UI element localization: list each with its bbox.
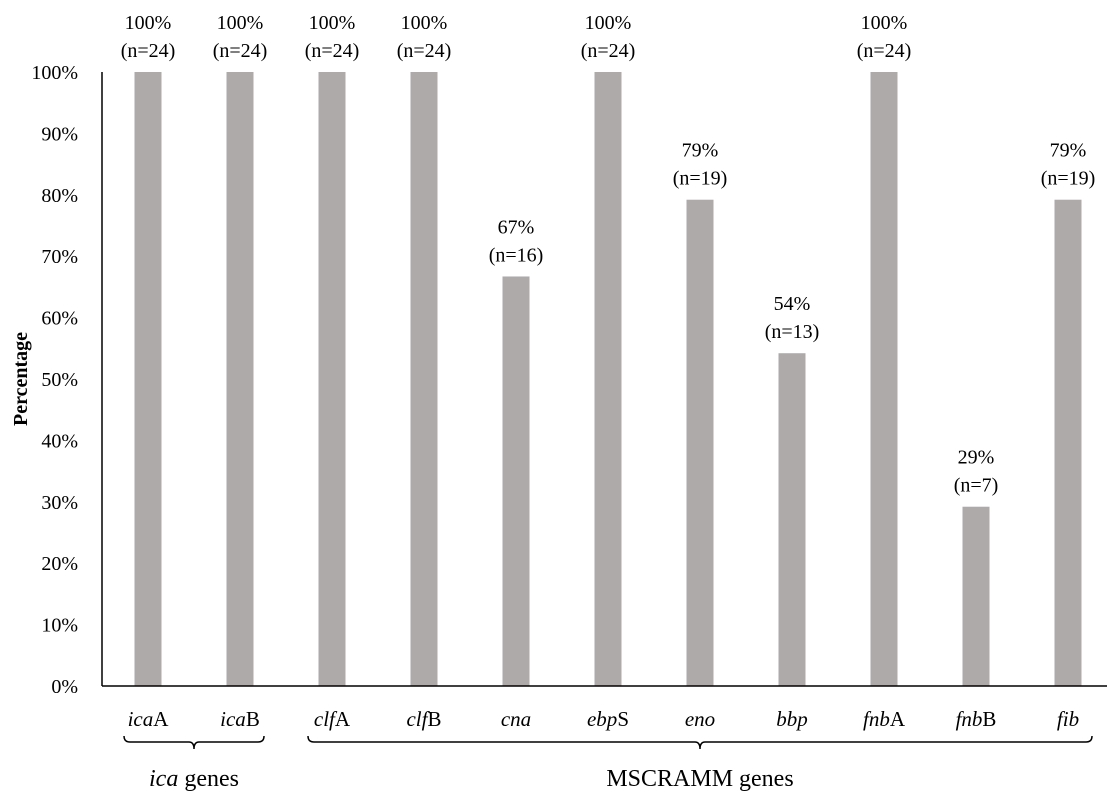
x-category-label: fnbB	[956, 707, 997, 731]
y-tick-label: 40%	[41, 430, 78, 452]
bar	[594, 72, 622, 686]
x-category-label: clfB	[406, 707, 441, 731]
bar	[962, 506, 990, 686]
data-label-count: (n=24)	[213, 40, 268, 62]
data-label-percent: 100%	[861, 12, 908, 34]
data-label-count: (n=24)	[857, 40, 912, 62]
y-tick-label: 30%	[41, 492, 78, 514]
y-axis-title: Percentage	[10, 332, 32, 426]
data-label-count: (n=7)	[954, 475, 999, 497]
data-label-percent: 29%	[958, 447, 995, 469]
data-label-percent: 100%	[401, 12, 448, 34]
data-label-count: (n=24)	[397, 40, 452, 62]
x-category-label: cna	[501, 707, 531, 731]
y-tick-label: 60%	[41, 308, 78, 330]
data-label-percent: 67%	[498, 216, 535, 238]
data-labels-layer: 100% (n=24) 100% (n=24) 100% (n=24) 100% (n=24)…	[121, 12, 1096, 497]
data-label-percent: 79%	[682, 140, 719, 162]
bar	[502, 276, 530, 686]
y-tick-label: 100%	[31, 62, 78, 84]
bar	[1054, 199, 1082, 686]
x-category-label: icaA	[128, 707, 170, 731]
data-label-count: (n=13)	[765, 321, 820, 343]
bar	[226, 72, 254, 686]
bar	[870, 72, 898, 686]
y-tick-label: 10%	[41, 615, 78, 637]
y-tick-label: 20%	[41, 553, 78, 575]
group-brace	[307, 735, 1093, 750]
group-label: ica genes	[149, 766, 239, 792]
group-brace	[123, 735, 265, 750]
y-ticks-layer: 0% 10% 20% 30% 40% 50% 60% 70% 80% 90% 100%	[31, 62, 78, 698]
data-label-count: (n=19)	[1041, 168, 1096, 190]
x-category-label: fib	[1057, 707, 1079, 731]
data-label-percent: 79%	[1050, 140, 1087, 162]
y-tick-label: 90%	[41, 123, 78, 145]
bar	[686, 199, 714, 686]
data-label-count: (n=16)	[489, 244, 544, 266]
x-category-label: fnbA	[863, 707, 906, 731]
bar	[778, 353, 806, 686]
bar	[410, 72, 438, 686]
x-category-label: clfA	[314, 707, 351, 731]
y-tick-label: 80%	[41, 185, 78, 207]
bars-layer	[134, 72, 1082, 686]
data-label-percent: 100%	[585, 12, 632, 34]
y-tick-label: 50%	[41, 369, 78, 391]
data-label-count: (n=24)	[121, 40, 176, 62]
bar	[318, 72, 346, 686]
y-tick-label: 70%	[41, 246, 78, 268]
x-category-label: eno	[685, 707, 715, 731]
data-label-count: (n=24)	[305, 40, 360, 62]
bar	[134, 72, 162, 686]
data-label-percent: 54%	[774, 293, 811, 315]
x-category-label: icaB	[220, 707, 260, 731]
group-braces-layer: ica genes MSCRAMM genes	[123, 735, 1093, 792]
data-label-percent: 100%	[217, 12, 264, 34]
group-label: MSCRAMM genes	[606, 766, 793, 792]
category-labels-layer: icaA icaB clfA clfB cna ebpS eno bbp fnbA fnbB fib	[128, 707, 1080, 731]
data-label-count: (n=24)	[581, 40, 636, 62]
data-label-percent: 100%	[309, 12, 356, 34]
y-tick-label: 0%	[51, 676, 78, 698]
data-label-percent: 100%	[125, 12, 172, 34]
data-label-count: (n=19)	[673, 168, 728, 190]
x-category-label: bbp	[776, 707, 808, 731]
x-category-label: ebpS	[587, 707, 629, 731]
